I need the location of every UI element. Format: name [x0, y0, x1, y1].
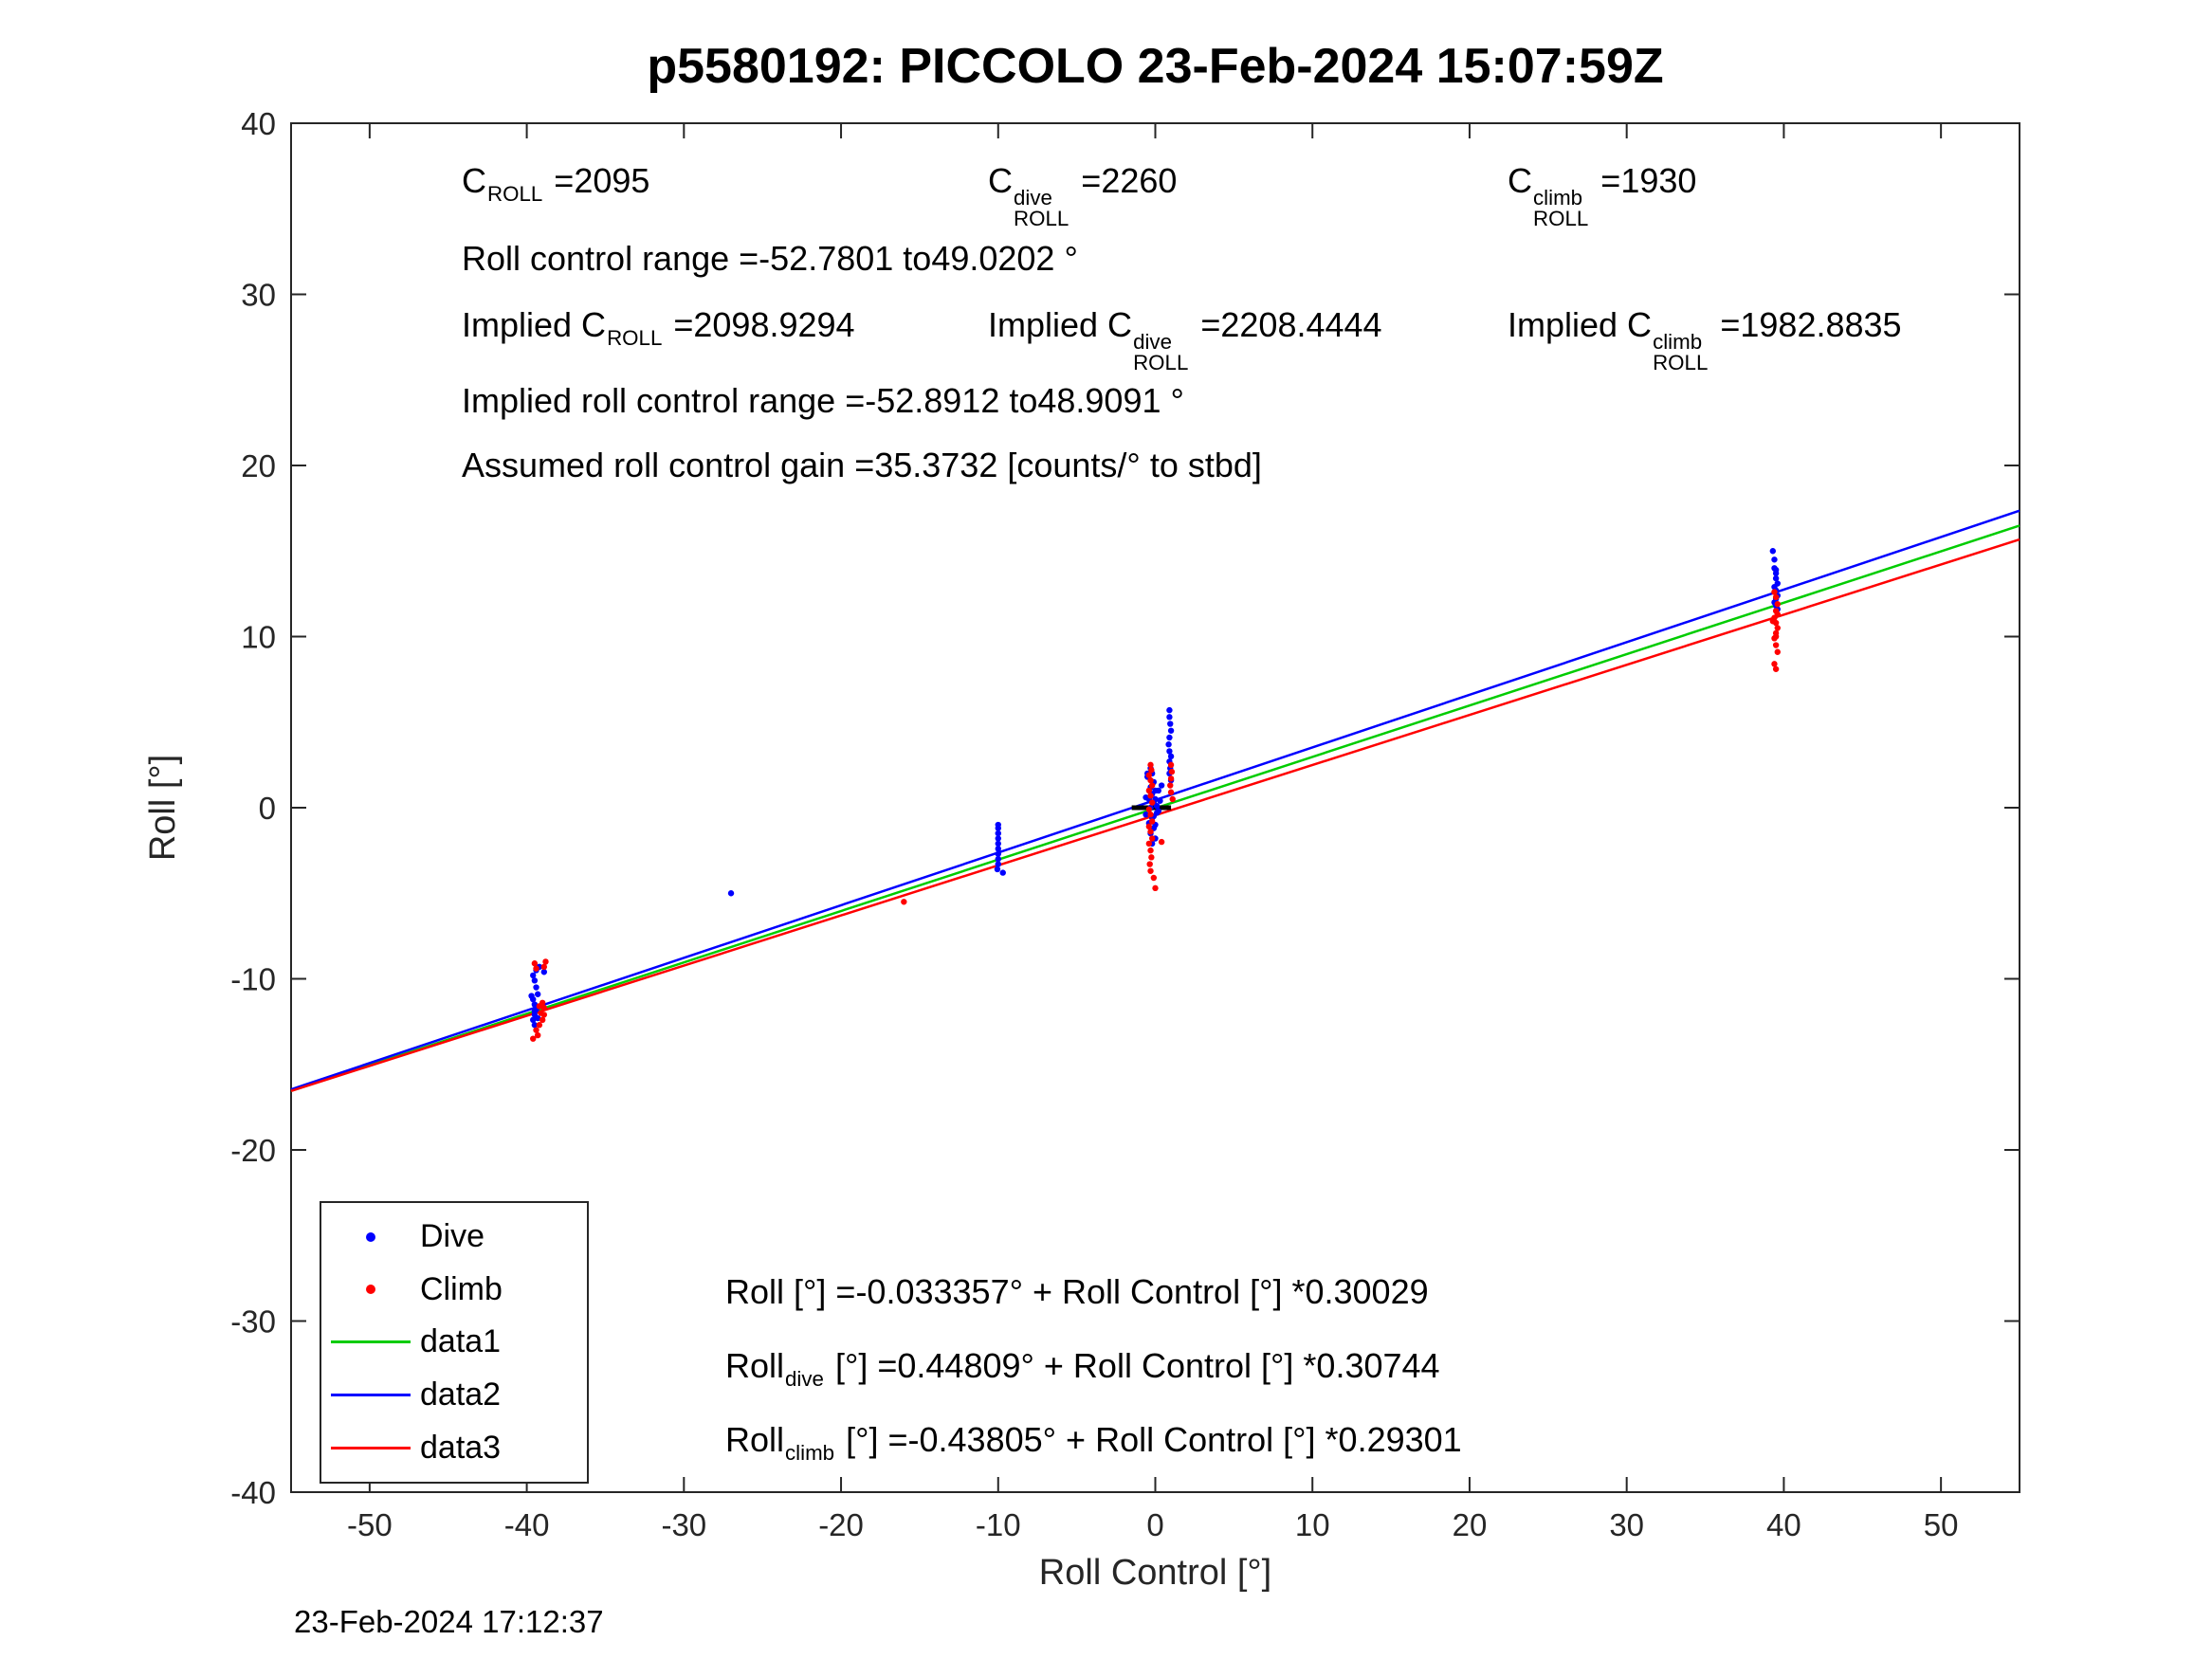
c-roll-dive-scripts: dive ROLL [1014, 185, 1069, 231]
data1-line-icon [321, 1340, 420, 1344]
svg-text:-40: -40 [230, 1475, 276, 1510]
y-axis-label: Roll [°] [143, 754, 183, 862]
annotation-implied-c-roll: Implied CROLL =2098.9294 [462, 305, 855, 351]
implied-c-roll-value: =2098.9294 [664, 305, 855, 344]
svg-text:20: 20 [1453, 1507, 1488, 1542]
implied-c-roll-climb-base: Implied C [1508, 305, 1653, 344]
c-roll-climb-sub: ROLL [1533, 207, 1589, 231]
c-roll-dive-sub: ROLL [1014, 207, 1069, 231]
chart-title: p5580192: PICCOLO 23-Feb-2024 15:07:59Z [647, 39, 1664, 94]
x-tick-labels: -50 -40 -30 -20 -10 0 10 20 30 40 50 [347, 1507, 1958, 1542]
annotation-roll-control-range: Roll control range =-52.7801 to49.0202 ° [462, 239, 1078, 278]
equation-roll-dive: Rolldive [°] =0.44809° + Roll Control [°… [725, 1346, 1440, 1392]
svg-text:-20: -20 [230, 1133, 276, 1168]
c-roll-climb-base: C [1508, 161, 1532, 200]
c-roll-climb-sup: climb [1533, 185, 1583, 210]
svg-text:-30: -30 [230, 1304, 276, 1340]
implied-c-roll-dive-scripts: dive ROLL [1133, 329, 1189, 375]
svg-text:0: 0 [259, 791, 276, 826]
equation-roll-climb-sub: climb [785, 1441, 835, 1466]
svg-text:40: 40 [1766, 1507, 1801, 1542]
line-marker [331, 1446, 411, 1449]
implied-c-roll-climb-sup: climb [1653, 329, 1703, 354]
x-tick-marks [368, 123, 1943, 1492]
svg-text:-40: -40 [504, 1507, 550, 1542]
equation-roll-dive-sub: dive [785, 1367, 824, 1392]
data2-line-icon [321, 1394, 420, 1397]
implied-c-roll-dive-value: =2208.4444 [1191, 305, 1382, 344]
legend-item-data1: data1 [321, 1318, 587, 1367]
svg-text:-10: -10 [230, 962, 276, 997]
svg-text:10: 10 [1295, 1507, 1330, 1542]
data3-line-icon [321, 1446, 420, 1449]
svg-text:10: 10 [241, 620, 276, 655]
creation-timestamp: 23-Feb-2024 17:12:37 [294, 1604, 604, 1639]
y-tick-labels: -40 -30 -20 -10 0 10 20 30 40 [230, 106, 276, 1510]
legend: Dive Climb data1 data2 data3 [320, 1201, 589, 1484]
svg-text:0: 0 [1146, 1507, 1163, 1542]
svg-text:20: 20 [241, 448, 276, 483]
implied-c-roll-climb-sub: ROLL [1653, 351, 1709, 375]
annotation-implied-roll-control-range: Implied roll control range =-52.8912 to4… [462, 381, 1184, 420]
legend-label-dive: Dive [420, 1218, 485, 1255]
legend-item-data3: data3 [321, 1423, 587, 1472]
equation-roll-base: Roll [725, 1272, 785, 1311]
svg-text:50: 50 [1924, 1507, 1959, 1542]
dot-marker [366, 1285, 375, 1295]
line-marker [331, 1340, 411, 1344]
legend-item-data2: data2 [321, 1371, 587, 1420]
equation-roll-climb-base: Roll [725, 1420, 785, 1459]
svg-text:30: 30 [241, 278, 276, 313]
svg-text:-50: -50 [347, 1507, 393, 1542]
c-roll-base: C [462, 161, 486, 200]
c-roll-dive-sup: dive [1014, 185, 1052, 210]
dive-marker-icon [321, 1231, 420, 1242]
svg-text:-20: -20 [818, 1507, 864, 1542]
implied-c-roll-dive-sup: dive [1133, 329, 1172, 354]
annotation-c-roll: CROLL =2095 [462, 161, 649, 207]
equation-roll: Roll [°] =-0.033357° + Roll Control [°] … [725, 1272, 1429, 1312]
line-marker [331, 1394, 411, 1397]
y-tick-marks [291, 122, 2020, 1493]
legend-label-data1: data1 [420, 1323, 502, 1360]
c-roll-sub: ROLL [487, 182, 543, 207]
climb-marker-icon [321, 1285, 420, 1295]
implied-c-roll-sub: ROLL [607, 326, 663, 351]
svg-text:30: 30 [1609, 1507, 1644, 1542]
svg-text:40: 40 [241, 106, 276, 141]
implied-c-roll-dive-base: Implied C [988, 305, 1133, 344]
x-axis-label: Roll Control [°] [1038, 1553, 1272, 1593]
c-roll-value: =2095 [544, 161, 650, 200]
equation-roll-dive-base: Roll [725, 1346, 785, 1385]
equation-roll-climb: Rollclimb [°] =-0.43805° + Roll Control … [725, 1420, 1462, 1466]
dot-marker [366, 1231, 375, 1242]
c-roll-dive-value: =2260 [1071, 161, 1178, 200]
legend-item-dive: Dive [321, 1212, 587, 1262]
c-roll-climb-scripts: climb ROLL [1533, 185, 1589, 231]
legend-label-climb: Climb [420, 1270, 503, 1307]
implied-c-roll-base: Implied C [462, 305, 607, 344]
svg-text:-30: -30 [661, 1507, 706, 1542]
svg-text:-10: -10 [976, 1507, 1021, 1542]
c-roll-dive-base: C [988, 161, 1013, 200]
implied-c-roll-dive-sub: ROLL [1133, 351, 1189, 375]
legend-label-data2: data2 [420, 1376, 502, 1413]
annotation-assumed-roll-control-gain: Assumed roll control gain =35.3732 [coun… [462, 446, 1262, 484]
equation-roll-climb-value: [°] =-0.43805° + Roll Control [°] *0.293… [836, 1420, 1462, 1459]
scatter-climb [530, 589, 1781, 1042]
equation-roll-value: [°] =-0.033357° + Roll Control [°] *0.30… [784, 1272, 1429, 1311]
implied-c-roll-climb-scripts: climb ROLL [1653, 329, 1709, 375]
equation-roll-dive-value: [°] =0.44809° + Roll Control [°] *0.3074… [825, 1346, 1440, 1385]
implied-c-roll-climb-value: =1982.8835 [1710, 305, 1902, 344]
legend-label-data3: data3 [420, 1429, 502, 1466]
legend-item-climb: Climb [321, 1265, 587, 1314]
c-roll-climb-value: =1930 [1591, 161, 1697, 200]
